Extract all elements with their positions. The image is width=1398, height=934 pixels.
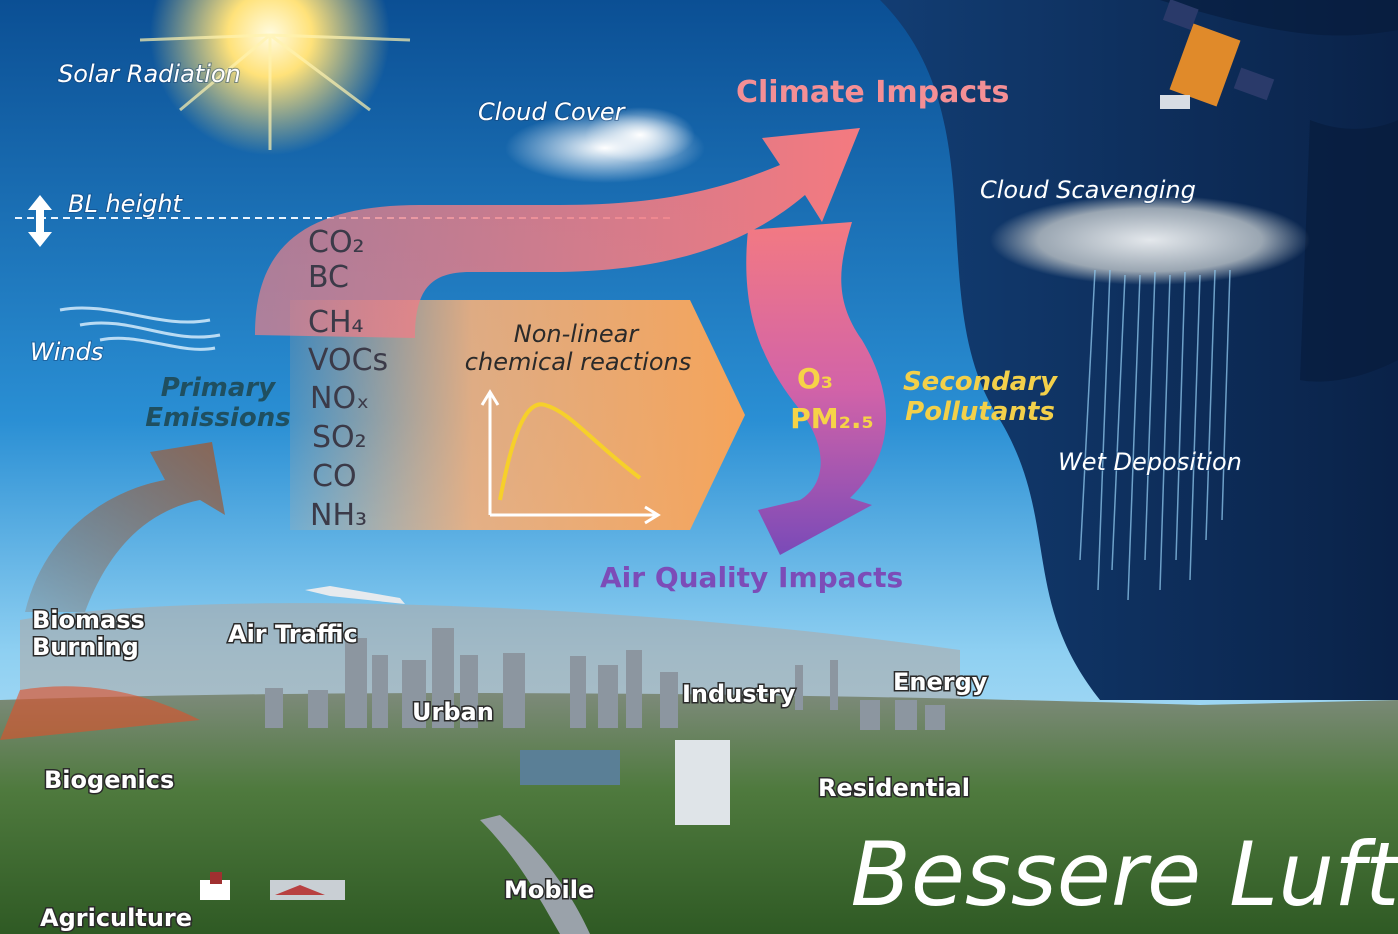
secondary-title: Pollutants bbox=[905, 397, 1055, 427]
reaction-label: chemical reactions bbox=[465, 348, 691, 376]
source-label: Industry bbox=[682, 680, 796, 708]
watermark: Bessere Luft bbox=[851, 823, 1398, 926]
label: Winds bbox=[30, 338, 103, 366]
source-label: Biomass bbox=[32, 606, 145, 634]
diagram: Solar Radiation Cloud Cover Climate Impa… bbox=[0, 0, 1398, 934]
label: Emissions bbox=[145, 403, 290, 433]
source-label: Air Traffic bbox=[228, 620, 358, 648]
source-label: Agriculture bbox=[40, 904, 192, 932]
label: BL height bbox=[68, 190, 184, 218]
reaction-label: Non-linear bbox=[514, 320, 641, 348]
secondary-title: Secondary bbox=[903, 367, 1058, 397]
label: Primary bbox=[161, 373, 276, 403]
source-label: Urban bbox=[412, 698, 494, 726]
secondary-species: O₃ bbox=[797, 362, 833, 395]
label: Wet Deposition bbox=[1058, 448, 1242, 476]
emission: NOₓ bbox=[310, 381, 369, 416]
emission: CO₂ bbox=[308, 225, 365, 260]
label: Solar Radiation bbox=[58, 60, 241, 88]
label: Cloud Cover bbox=[478, 98, 627, 126]
source-label: Biogenics bbox=[44, 766, 174, 794]
label: Climate Impacts bbox=[736, 75, 1009, 110]
secondary-species: PM₂.₅ bbox=[790, 402, 874, 435]
emission: VOCs bbox=[308, 343, 388, 378]
emission: BC bbox=[308, 260, 349, 295]
label: Cloud Scavenging bbox=[980, 176, 1196, 204]
page: Solar Radiation Cloud Cover Climate Impa… bbox=[0, 0, 1398, 934]
source-label: Residential bbox=[818, 774, 970, 802]
emission: CO bbox=[312, 459, 357, 494]
source-label: Energy bbox=[893, 668, 988, 696]
label: Air Quality Impacts bbox=[600, 561, 903, 594]
emission: SO₂ bbox=[312, 420, 367, 455]
source-label: Mobile bbox=[504, 876, 594, 904]
rain-cloud bbox=[990, 195, 1310, 285]
emission: NH₃ bbox=[310, 498, 367, 533]
emission: CH₄ bbox=[308, 305, 364, 340]
source-label: Burning bbox=[32, 633, 139, 661]
